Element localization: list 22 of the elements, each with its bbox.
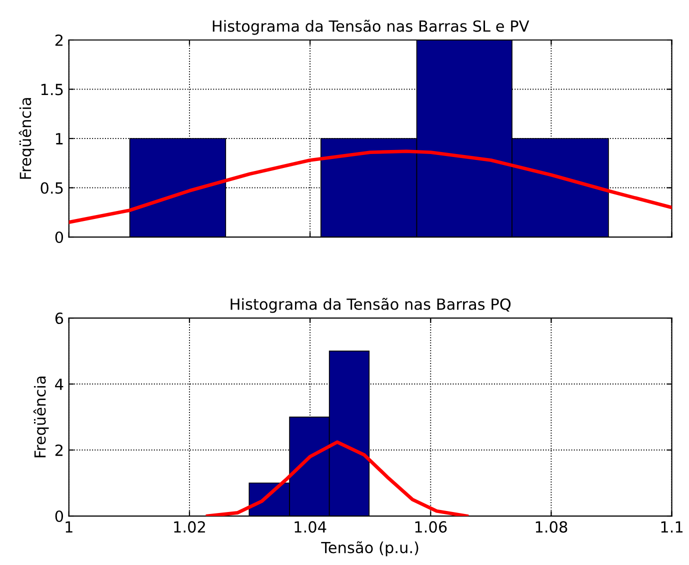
y-tick-label: 2 — [55, 444, 63, 456]
y-tick-label: 1 — [56, 133, 63, 144]
line-series — [206, 440, 469, 516]
chart-title: Histograma da Tensão nas Barras SL e PV — [212, 20, 530, 35]
x-tick-label: 1.04 — [294, 521, 326, 533]
y-axis-title: Freqüência — [33, 376, 49, 458]
x-tick-label: 1.08 — [536, 521, 568, 533]
y-tick-label: 0.5 — [40, 182, 63, 194]
x-tick-label: 1.1 — [661, 521, 683, 532]
y-tick-label: 6 — [55, 312, 64, 324]
y-tick-label: 2 — [55, 34, 63, 46]
y-tick-label: 0 — [55, 231, 64, 244]
x-axis-title: Tensão (p.u.) — [321, 541, 418, 556]
y-tick-label: 0 — [55, 510, 64, 522]
x-tick-label: 1.02 — [174, 521, 205, 533]
chart-title: Histograma da Tensão nas Barras PQ — [230, 298, 511, 313]
line-series — [68, 150, 672, 224]
x-tick-label: 1 — [66, 521, 72, 532]
x-tick-label: 1.06 — [415, 521, 447, 533]
y-tick-label: 1.5 — [41, 84, 63, 96]
y-tick-label: 4 — [55, 378, 64, 390]
y-axis-title: Freqüência — [18, 98, 34, 179]
